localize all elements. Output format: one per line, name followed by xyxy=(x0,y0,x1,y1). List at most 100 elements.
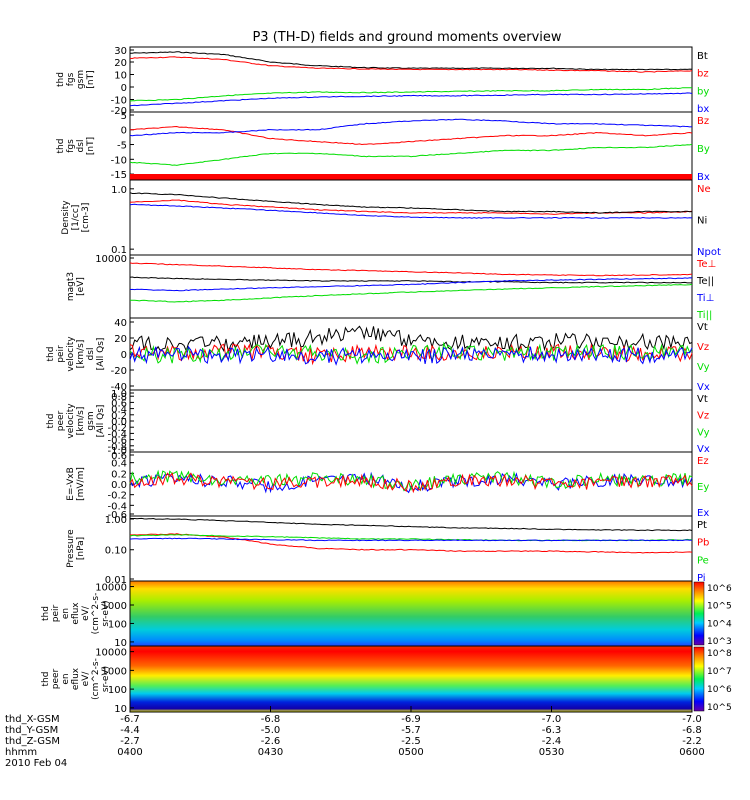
panel-frame xyxy=(129,111,693,181)
time-value-x: -7.0 xyxy=(682,714,702,725)
legend-item: Vt xyxy=(697,394,708,405)
y-axis-label-line: eflux xyxy=(71,602,81,625)
y-axis-label: thdpeervelocity[km/s]gsm[All Qs] xyxy=(46,403,106,439)
y-tick-label: 30 xyxy=(114,46,127,57)
time-value-z: -2.6 xyxy=(261,736,281,747)
time-value-x: -6.7 xyxy=(120,714,140,725)
y-axis-label-line: peir xyxy=(56,345,66,363)
time-value-hhmm: 0430 xyxy=(258,747,283,758)
y-tick-label: 0.6 xyxy=(111,451,127,462)
y-tick-label: -0.2 xyxy=(107,491,127,502)
legend-item: Ey xyxy=(697,482,709,493)
y-axis-label-line: Pressure xyxy=(66,529,76,568)
y-axis-label-line: eflux xyxy=(71,667,81,690)
colorbar-tick-label: 10^6 xyxy=(707,685,732,695)
legend-item: Ex xyxy=(697,508,709,519)
series-ez xyxy=(129,472,693,494)
y-tick-label: 0 xyxy=(121,126,127,137)
y-axis-label-line: velocity xyxy=(66,336,76,372)
y-axis-label-line: [nPa] xyxy=(76,537,86,560)
colorbar-tick-label: 10^7 xyxy=(707,667,732,677)
series-ti xyxy=(129,277,693,292)
legend-item: Vz xyxy=(697,342,709,353)
time-value-z: -2.5 xyxy=(401,736,421,747)
y-tick-label: -10 xyxy=(111,155,127,166)
y-axis-label-line: en xyxy=(61,608,71,619)
legend-item: Npot xyxy=(697,247,721,258)
panel-temperature: 10000 magt3[eV] Te⊥ Te|| Ti⊥ Ti|| xyxy=(66,254,716,321)
time-value-hhmm: 0530 xyxy=(539,747,564,758)
series-pt xyxy=(129,517,693,532)
panel-density: 1.0 0.1 Density[1/cc][cm-3] Ne Ni Npot xyxy=(61,179,721,258)
panel-frame xyxy=(129,389,693,453)
legend-item: Ti⊥ xyxy=(696,293,714,304)
y-tick-label: -20 xyxy=(111,366,127,377)
y-axis-label-line: thd xyxy=(56,72,66,87)
y-tick-label: -0.8 xyxy=(107,442,127,453)
y-axis-label-line: (cm^2-s- xyxy=(91,593,101,635)
legend-item: Ez xyxy=(697,456,709,467)
y-axis-label: thdpeirenefluxeV/(cm^2-s-sr-eV) xyxy=(41,593,111,635)
time-value-y: -5.7 xyxy=(401,725,421,736)
y-tick-label: -15 xyxy=(111,170,127,181)
time-value-x: -6.8 xyxy=(261,714,281,725)
y-tick-label: 0.8 xyxy=(111,392,127,403)
panel-efield: 0.60.40.20.0-0.2-0.4-0.6 E=-VxB[mV/m] Ez Ey… xyxy=(66,451,709,521)
y-axis-label-line: thd xyxy=(56,139,66,154)
legend-item: Vt xyxy=(697,322,708,333)
legend-item: Bt xyxy=(697,51,708,62)
colorbar-tick-label: 10^5 xyxy=(707,602,732,612)
y-tick-label: 10 xyxy=(114,638,127,649)
y-axis-label-line: eV/ xyxy=(81,671,91,687)
y-tick-label: -0.4 xyxy=(107,501,127,512)
y-tick-label: -0.2 xyxy=(107,423,127,434)
y-tick-label: -0.6 xyxy=(107,436,127,447)
series-by xyxy=(129,87,693,102)
y-axis-label-line: thd xyxy=(46,347,56,362)
legend-item: Pt xyxy=(697,520,707,531)
y-axis-label-line: thd xyxy=(46,414,56,429)
y-axis-label-line: [cm-3] xyxy=(81,203,91,233)
series-bt xyxy=(130,51,693,71)
series-bx xyxy=(129,92,693,107)
y-tick-label: -0.4 xyxy=(107,429,127,440)
time-value-x: -7.0 xyxy=(542,714,562,725)
y-tick-label: 1.0 xyxy=(111,389,127,400)
y-tick-label: 0.10 xyxy=(105,546,127,557)
legend-item: by xyxy=(697,86,709,97)
y-axis-label: thdfgsgsm[nT] xyxy=(56,70,96,89)
y-axis-label-line: E=-VxB xyxy=(66,467,76,501)
legend-item: bx xyxy=(697,104,709,115)
colorbar-scale xyxy=(693,646,705,712)
y-axis-label-line: [All Qs] xyxy=(96,338,106,371)
time-row-label: thd_Y-GSM xyxy=(5,725,58,736)
y-tick-label: 0.01 xyxy=(105,575,127,586)
chart-title: P3 (TH-D) fields and ground moments over… xyxy=(252,30,561,45)
legend-item: Ne xyxy=(697,184,711,195)
series-pi xyxy=(129,537,693,542)
panel-peer-velocity: 1.00.80.60.40.20.0-0.2-0.4-0.6-0.8-1.0th… xyxy=(46,389,710,457)
y-axis-label-line: gsm xyxy=(76,70,86,89)
colorbar-tick-label: 10^8 xyxy=(707,649,732,659)
y-axis-label: thdfgsdsl[nT] xyxy=(56,137,96,155)
panel-peir-velocity: 40 20 0 -20 -40 thdpeirvelocity[km/s]dsl[All … xyxy=(46,317,710,393)
y-axis-label: Pressure[nPa] xyxy=(66,529,86,568)
y-tick-label: 10000 xyxy=(95,583,127,594)
y-axis-label-line: fgs xyxy=(66,72,76,86)
y-tick-label: 1000 xyxy=(102,666,127,677)
y-tick-label: 0.4 xyxy=(111,459,127,470)
legend-item: Vz xyxy=(697,411,709,422)
colorbar-tick-label: 10^4 xyxy=(707,619,732,629)
y-tick-label: 0.2 xyxy=(111,411,127,422)
y-axis-label-line: sr-eV) xyxy=(101,666,111,692)
y-axis-label: Density[1/cc][cm-3] xyxy=(61,200,91,235)
series-pb xyxy=(130,533,693,554)
colorbar-scale xyxy=(693,581,705,646)
y-tick-label: 10 xyxy=(114,704,127,715)
y-axis-label-line: fgs xyxy=(66,139,76,153)
legend-item: Vx xyxy=(697,382,710,393)
y-axis-label-line: thd xyxy=(41,672,51,687)
legend-item: Pe xyxy=(697,555,709,566)
